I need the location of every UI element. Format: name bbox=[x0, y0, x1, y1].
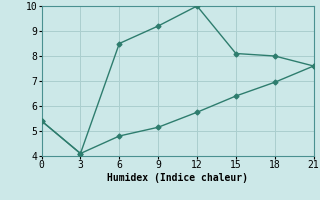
X-axis label: Humidex (Indice chaleur): Humidex (Indice chaleur) bbox=[107, 173, 248, 183]
